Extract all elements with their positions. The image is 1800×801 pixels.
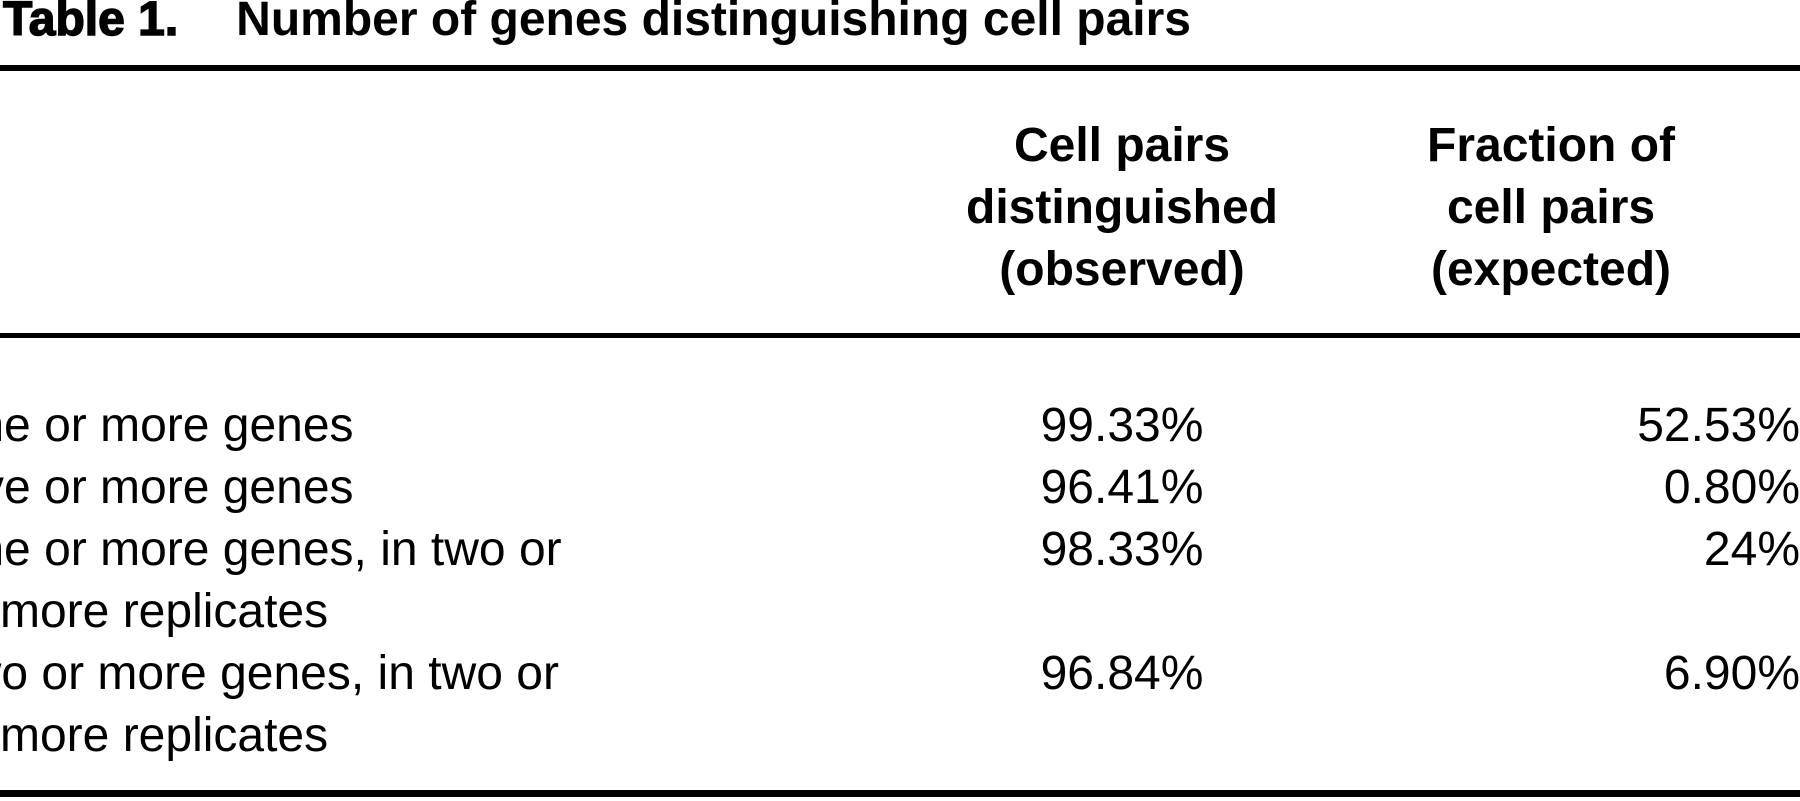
row-label: One or more genes [0, 398, 354, 452]
table-caption: Table 1. Number of genes distinguishing c… [0, 0, 1800, 65]
row-label: One or more genes, in two or more replic… [0, 522, 562, 638]
table-row: One or more genes 99.33% 52.53% [0, 335, 1800, 457]
expected-value: 24% [1703, 522, 1800, 576]
top-rule [0, 65, 1800, 71]
observed-value: 96.41% [1040, 460, 1204, 514]
caption-label: Table 1. [2, 0, 179, 46]
observed-value: 99.33% [1040, 398, 1204, 452]
bottom-rule [0, 789, 1800, 797]
observed-value: 96.84% [1040, 646, 1204, 700]
column-header-observed: Cell pairs distinguished (observed) [942, 71, 1302, 338]
genes-table: Cell pairs distinguished (observed) Frac… [0, 71, 1800, 767]
expected-value: 52.53% [1637, 398, 1800, 452]
header-row: Cell pairs distinguished (observed) Frac… [0, 71, 1800, 338]
caption-text: Number of genes distinguishing cell pair… [236, 0, 1191, 46]
table-row: Five or more genes 96.41% 0.80% [0, 457, 1800, 519]
column-header-expected: Fraction of cell pairs (expected) [1302, 71, 1800, 338]
expected-value: 0.80% [1663, 460, 1800, 514]
table-row: One or more genes, in two or more replic… [0, 519, 1800, 643]
column-header-empty [0, 71, 942, 338]
table-row: Two or more genes, in two or more replic… [0, 643, 1800, 767]
row-label: Five or more genes [0, 460, 354, 514]
row-label: Two or more genes, in two or more replic… [0, 646, 559, 762]
expected-value: 6.90% [1663, 646, 1800, 700]
table-body: One or more genes 99.33% 52.53% Five or … [0, 335, 1800, 767]
observed-value: 98.33% [1040, 522, 1204, 576]
